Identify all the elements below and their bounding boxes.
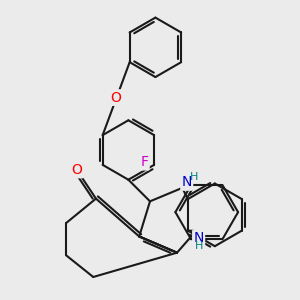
Text: H: H xyxy=(190,172,199,182)
Text: F: F xyxy=(140,155,148,169)
Text: N: N xyxy=(194,231,204,245)
Text: H: H xyxy=(194,241,203,251)
Text: O: O xyxy=(72,163,83,177)
Text: N: N xyxy=(182,176,192,189)
Text: O: O xyxy=(111,91,122,105)
